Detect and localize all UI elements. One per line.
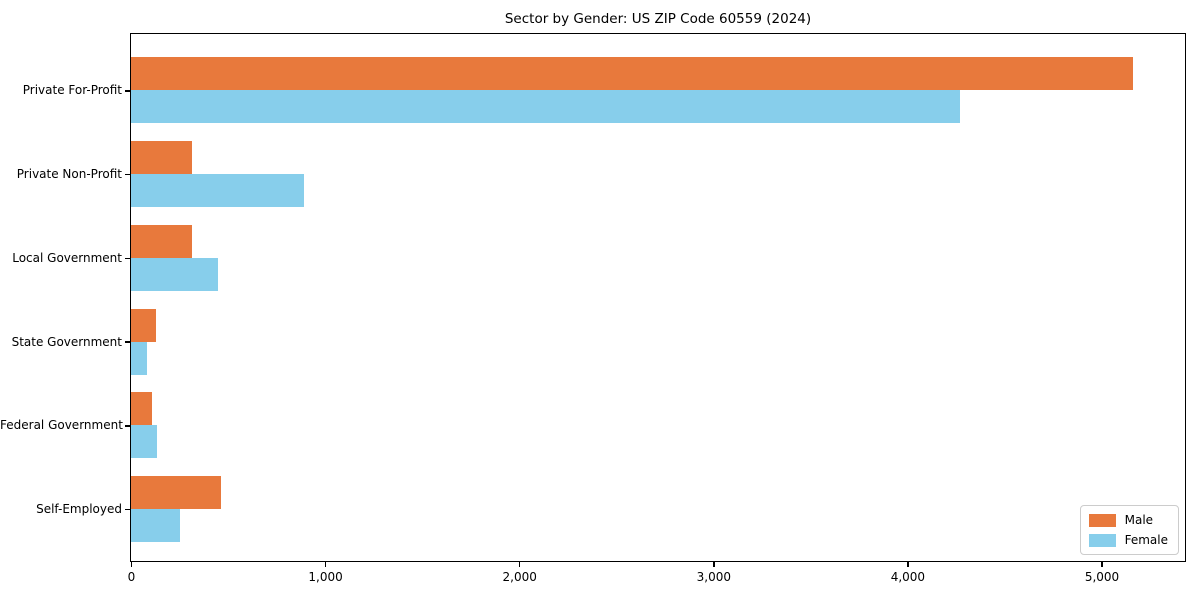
bar-female-2 xyxy=(131,174,304,208)
bar-male-1 xyxy=(131,57,1133,91)
y-tick-mark xyxy=(125,257,130,260)
bar-male-2 xyxy=(131,141,193,175)
y-tick-label: State Government xyxy=(11,334,122,349)
bar-male-4 xyxy=(131,308,157,342)
legend-item-female: Female xyxy=(1088,533,1168,547)
y-tick-label: Private For-Profit xyxy=(22,83,122,98)
chart-title: Sector by Gender: US ZIP Code 60559 (202… xyxy=(504,11,812,27)
legend-label: Male xyxy=(1124,513,1154,527)
legend: Male Female xyxy=(1079,505,1179,555)
x-tick-label: 2,000 xyxy=(502,570,537,584)
x-tick-mark xyxy=(907,562,909,567)
bar-female-3 xyxy=(131,257,219,291)
bar-female-6 xyxy=(131,509,180,542)
y-tick-label: Private Non-Profit xyxy=(16,167,122,182)
x-tick-mark xyxy=(1101,562,1103,567)
y-tick-mark xyxy=(125,508,130,511)
plot-area: Male Female xyxy=(130,33,1186,562)
y-tick-label: Federal Government xyxy=(0,418,123,433)
bar-female-1 xyxy=(131,90,960,124)
bar-female-5 xyxy=(131,425,158,459)
bar-male-3 xyxy=(131,224,193,258)
x-tick-mark xyxy=(518,562,521,567)
legend-swatch-female xyxy=(1088,533,1116,547)
y-tick-label: Local Government xyxy=(12,250,122,265)
x-tick-mark xyxy=(324,562,327,567)
y-tick-mark xyxy=(125,173,130,176)
x-tick-label: 5,000 xyxy=(1084,570,1120,584)
x-tick-mark xyxy=(713,562,715,567)
y-tick-mark xyxy=(125,341,130,343)
bar-female-4 xyxy=(131,341,148,375)
x-tick-mark xyxy=(130,562,133,567)
y-tick-mark xyxy=(125,425,130,427)
x-tick-label: 1,000 xyxy=(308,570,343,584)
bar-male-5 xyxy=(131,392,153,426)
legend-label: Female xyxy=(1124,533,1168,547)
y-tick-label: Self-Employed xyxy=(36,502,122,516)
x-tick-label: 3,000 xyxy=(696,570,731,584)
legend-item-male: Male xyxy=(1088,513,1168,527)
x-tick-label: 0 xyxy=(127,570,136,584)
bar-male-6 xyxy=(131,476,222,509)
legend-swatch-male xyxy=(1088,513,1116,527)
x-tick-label: 4,000 xyxy=(890,570,926,584)
y-tick-mark xyxy=(125,90,130,92)
